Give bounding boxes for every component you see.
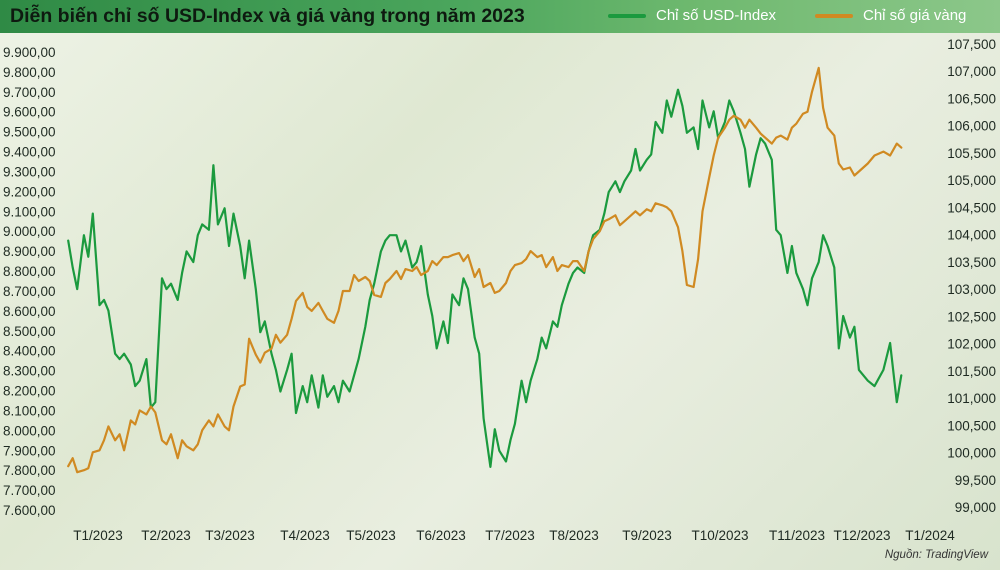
right-axis-tick: 106,500 <box>947 91 996 106</box>
left-axis-tick: 9.000,00 <box>3 224 56 239</box>
left-axis-tick: 8.900,00 <box>3 244 56 259</box>
left-axis-tick: 9.900,00 <box>3 45 56 60</box>
left-axis-tick: 8.000,00 <box>3 423 56 438</box>
right-axis-tick: 102,500 <box>947 309 996 324</box>
x-axis: T1/2023 T2/2023 T3/2023 T4/2023 T5/2023 T6/20… <box>73 528 955 543</box>
x-axis-tick: T5/2023 <box>346 528 396 543</box>
left-axis-tick: 8.500,00 <box>3 324 56 339</box>
left-axis-tick: 7.800,00 <box>3 463 56 478</box>
right-axis-tick: 100,000 <box>947 446 996 461</box>
x-axis-tick: T7/2023 <box>485 528 535 543</box>
left-axis-tick: 8.700,00 <box>3 284 56 299</box>
legend-usd-index: Chỉ số USD-Index <box>608 7 776 24</box>
right-axis-tick: 103,500 <box>947 255 996 270</box>
right-axis-tick: 101,500 <box>947 364 996 379</box>
x-axis-tick: T1/2023 <box>73 528 123 543</box>
x-axis-tick: T9/2023 <box>622 528 672 543</box>
right-axis-tick: 107,000 <box>947 64 996 79</box>
x-axis-tick: T1/2024 <box>905 528 955 543</box>
right-axis-tick: 107,500 <box>947 37 996 52</box>
right-axis-tick: 106,000 <box>947 119 996 134</box>
x-axis-tick: T6/2023 <box>416 528 466 543</box>
usd-index-line <box>67 88 903 468</box>
left-axis-tick: 9.300,00 <box>3 164 56 179</box>
legend-gold-index: Chỉ số giá vàng <box>815 7 966 24</box>
right-axis-tick: 105,500 <box>947 146 996 161</box>
x-axis-tick: T12/2023 <box>833 528 890 543</box>
right-axis-tick: 99,000 <box>955 500 996 515</box>
left-axis-tick: 9.500,00 <box>3 125 56 140</box>
legend-gold-label: Chỉ số giá vàng <box>863 7 967 24</box>
legend-usd-label: Chỉ số USD-Index <box>656 7 777 24</box>
left-axis-tick: 7.600,00 <box>3 503 56 518</box>
x-axis-tick: T2/2023 <box>141 528 191 543</box>
gold-index-line <box>67 66 903 474</box>
source-note: Nguồn: TradingView <box>884 549 988 561</box>
right-axis-tick: 100,500 <box>947 418 996 433</box>
left-axis-tick: 7.700,00 <box>3 483 56 498</box>
left-axis-tick: 9.700,00 <box>3 85 56 100</box>
right-axis-tick: 104,000 <box>947 228 996 243</box>
right-axis-tick: 105,000 <box>947 173 996 188</box>
right-axis-tick: 99,500 <box>955 473 996 488</box>
left-axis-tick: 8.400,00 <box>3 344 56 359</box>
x-axis-tick: T8/2023 <box>549 528 599 543</box>
left-axis-tick: 8.600,00 <box>3 304 56 319</box>
left-axis-tick: 9.400,00 <box>3 145 56 160</box>
left-axis-tick: 8.300,00 <box>3 364 56 379</box>
right-axis-tick: 101,000 <box>947 391 996 406</box>
x-axis-tick: T4/2023 <box>280 528 330 543</box>
right-axis-tick: 102,000 <box>947 337 996 352</box>
legend-usd-swatch <box>608 14 646 19</box>
left-axis-tick: 9.600,00 <box>3 105 56 120</box>
chart-header: Diễn biến chỉ số USD-Index và giá vàng t… <box>0 0 1000 33</box>
chart-title: Diễn biến chỉ số USD-Index và giá vàng t… <box>10 5 525 27</box>
x-axis-tick: T11/2023 <box>769 528 825 543</box>
right-axis: 107,500 107,000 106,500 106,000 105,500 105,0… <box>947 37 996 515</box>
series-lines <box>67 66 903 474</box>
x-axis-tick: T10/2023 <box>691 528 748 543</box>
left-axis-tick: 9.100,00 <box>3 204 56 219</box>
right-axis-tick: 103,000 <box>947 282 996 297</box>
left-axis-tick: 9.200,00 <box>3 184 56 199</box>
left-axis-tick: 8.100,00 <box>3 403 56 418</box>
legend-gold-swatch <box>815 14 853 19</box>
left-axis-tick: 8.800,00 <box>3 264 56 279</box>
x-axis-tick: T3/2023 <box>205 528 255 543</box>
right-axis-tick: 104,500 <box>947 200 996 215</box>
left-axis-tick: 9.800,00 <box>3 65 56 80</box>
left-axis-tick: 7.900,00 <box>3 443 56 458</box>
left-axis-tick: 8.200,00 <box>3 384 56 399</box>
left-axis: 9.900,00 9.800,00 9.700,00 9.600,00 9.500,00… <box>3 45 56 518</box>
